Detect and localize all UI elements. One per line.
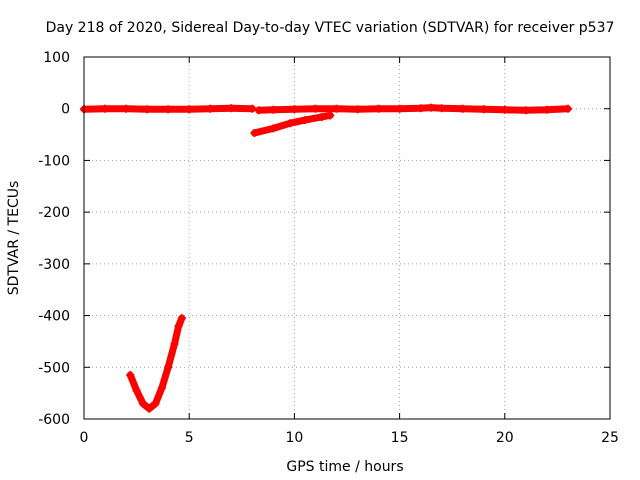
y-tick-label: -400: [38, 309, 70, 325]
plot-frame: [83, 56, 611, 420]
data-point: [185, 105, 194, 114]
y-tick-label: -600: [38, 412, 70, 428]
data-point: [206, 104, 215, 113]
data-point: [157, 383, 166, 392]
data-point: [479, 105, 488, 114]
y-tick-label: -300: [38, 257, 70, 273]
x-tick-label: 15: [391, 430, 409, 446]
data-point: [269, 105, 278, 114]
series-main-trace-cont: [255, 104, 572, 114]
data-point: [126, 371, 135, 380]
x-tick-label: 20: [496, 430, 514, 446]
data-point: [437, 104, 446, 113]
data-point: [132, 386, 141, 395]
data-point: [138, 399, 147, 408]
data-point: [227, 104, 236, 113]
data-point: [416, 104, 425, 113]
data-point: [311, 104, 320, 113]
data-point: [177, 314, 186, 323]
x-tick-label: 10: [285, 430, 303, 446]
data-point: [500, 105, 509, 114]
data-point: [290, 105, 299, 114]
data-point: [542, 105, 551, 114]
data-point: [164, 105, 173, 114]
chart-title: Day 218 of 2020, Sidereal Day-to-day VTE…: [46, 20, 615, 36]
x-axis-label: GPS time / hours: [286, 459, 403, 475]
data-point: [143, 105, 152, 114]
series-descending-segment: [250, 111, 334, 137]
data-point: [151, 399, 160, 408]
data-point: [317, 112, 326, 121]
data-point: [145, 404, 154, 413]
y-tick-label: -500: [38, 360, 70, 376]
data-point: [164, 363, 173, 372]
series-dip-curve: [126, 314, 186, 413]
data-point: [269, 124, 278, 133]
data-point: [122, 104, 131, 113]
data-point: [286, 119, 295, 128]
data-point: [395, 104, 404, 113]
grid-lines: [84, 57, 610, 419]
data-point: [248, 104, 257, 113]
data-point: [174, 321, 183, 330]
y-tick-label: -200: [38, 205, 70, 221]
data-point: [250, 129, 259, 138]
axis-ticks: 0 5 10 15 20 25 100 0 -100 -200 -300 -400 -500 -600: [38, 50, 619, 446]
y-tick-label: 100: [43, 50, 70, 66]
data-point: [332, 104, 341, 113]
data-point: [300, 116, 309, 125]
data-point: [521, 106, 530, 115]
y-axis-label: SDTVAR / TECUs: [6, 181, 22, 296]
data-point: [427, 103, 436, 112]
data-point: [326, 111, 335, 120]
data-point: [353, 105, 362, 114]
data-traces: [80, 103, 572, 413]
data-point: [374, 104, 383, 113]
data-point: [458, 104, 467, 113]
x-tick-label: 25: [601, 430, 619, 446]
y-tick-label: 0: [61, 102, 70, 118]
x-tick-label: 5: [185, 430, 194, 446]
data-point: [563, 104, 572, 113]
y-tick-label: -100: [38, 153, 70, 169]
data-point: [101, 104, 110, 113]
data-point: [170, 340, 179, 349]
x-tick-label: 0: [80, 430, 89, 446]
data-point: [254, 106, 263, 115]
